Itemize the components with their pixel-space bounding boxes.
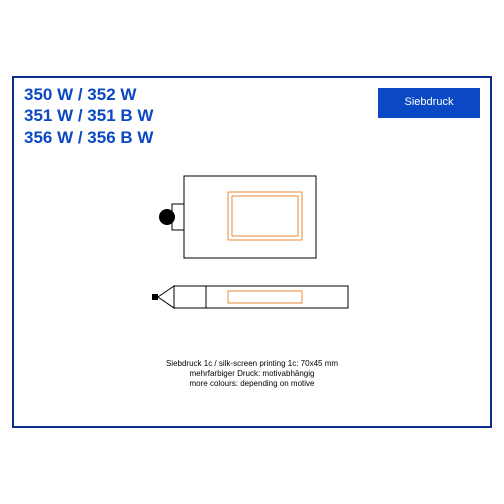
caption-line-1: Siebdruck 1c / silk-screen printing 1c: … [142,359,362,369]
diagram-svg [142,168,362,348]
print-method-badge: Siebdruck [378,88,480,118]
product-diagram: Siebdruck 1c / silk-screen printing 1c: … [142,168,362,389]
diagram-caption: Siebdruck 1c / silk-screen printing 1c: … [142,359,362,389]
badge-label: Siebdruck [405,96,454,108]
model-line-2: 351 W / 351 B W [24,105,153,126]
caption-line-2: mehrfarbiger Druck: motivabhängig [142,369,362,379]
model-line-3: 356 W / 356 B W [24,127,153,148]
caption-line-3: more colours: depending on motive [142,379,362,389]
spec-frame: 350 W / 352 W 351 W / 351 B W 356 W / 35… [12,76,492,428]
model-line-1: 350 W / 352 W [24,84,153,105]
model-number-list: 350 W / 352 W 351 W / 351 B W 356 W / 35… [24,84,153,148]
